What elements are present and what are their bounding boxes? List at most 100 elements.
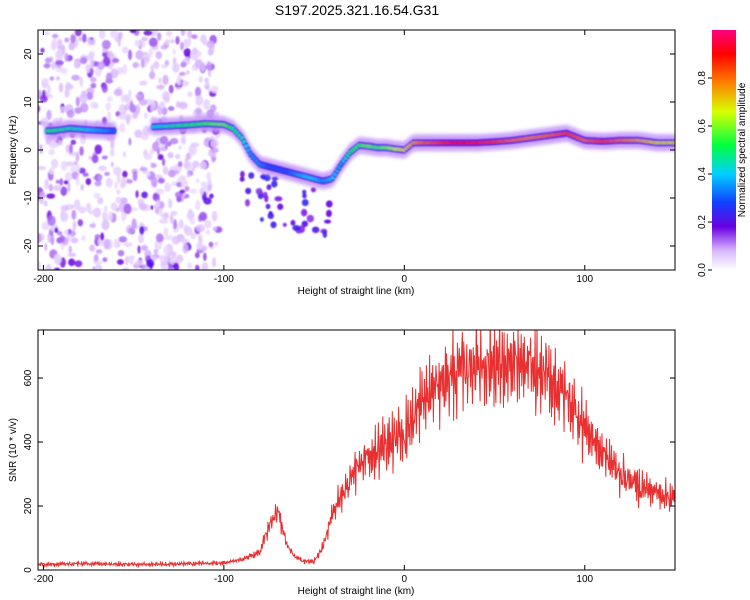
noise-speck — [162, 74, 169, 86]
noise-speck — [174, 256, 184, 264]
noise-speck — [177, 161, 183, 168]
noise-speck — [55, 179, 60, 184]
noise-speck — [173, 218, 178, 230]
noise-speck — [75, 96, 80, 107]
noise-speck — [128, 255, 136, 260]
noise-speck — [271, 180, 278, 188]
noise-speck — [163, 227, 169, 237]
noise-speck — [173, 262, 180, 270]
noise-speck — [143, 30, 153, 36]
noise-speck — [132, 62, 139, 69]
noise-speck — [121, 212, 127, 221]
noise-speck — [212, 226, 218, 231]
noise-speck — [67, 228, 72, 235]
noise-speck — [39, 94, 48, 103]
noise-speck — [143, 153, 153, 161]
noise-speck — [180, 61, 187, 68]
noise-speck — [80, 102, 89, 113]
noise-speck — [167, 265, 174, 270]
noise-speck — [290, 219, 296, 226]
noise-speck — [142, 125, 152, 136]
noise-speck — [70, 165, 76, 173]
noise-speck — [75, 151, 79, 158]
noise-speck — [194, 59, 204, 69]
noise-speck — [40, 47, 45, 53]
noise-speck — [101, 83, 108, 93]
noise-speck — [148, 37, 158, 47]
noise-speck — [189, 188, 198, 194]
spectrogram-ylabel: Frequency (Hz) — [8, 116, 19, 185]
noise-speck — [155, 50, 163, 60]
noise-speck — [60, 204, 69, 212]
noise-speck — [85, 202, 92, 213]
noise-speck — [103, 238, 110, 250]
colorbar-tick-label: 0.4 — [697, 167, 708, 181]
noise-speck — [207, 178, 212, 186]
noise-speck — [171, 235, 181, 245]
noise-speck — [95, 249, 103, 254]
noise-speck — [114, 181, 118, 190]
noise-speck — [184, 226, 193, 236]
noise-speck — [106, 111, 112, 123]
snr-xtick-label: -200 — [33, 574, 53, 585]
spectrogram-ytick-label: -10 — [23, 190, 34, 205]
noise-speck — [178, 145, 182, 151]
noise-speck — [38, 233, 42, 244]
snr-series-line — [38, 330, 675, 569]
noise-speck — [108, 211, 113, 222]
noise-speck — [311, 226, 320, 234]
noise-speck — [60, 106, 66, 112]
noise-speck — [157, 154, 164, 161]
noise-speck — [120, 94, 125, 103]
noise-speck — [127, 89, 132, 99]
noise-speck — [152, 141, 160, 152]
noise-speck — [204, 138, 210, 143]
spectrogram-ytick-label: 0 — [23, 147, 34, 153]
noise-speck — [48, 167, 55, 175]
noise-speck — [89, 223, 96, 228]
noise-speck — [168, 169, 176, 178]
noise-speck — [135, 104, 141, 115]
noise-speck — [167, 152, 174, 159]
noise-speck — [255, 188, 263, 195]
noise-speck — [200, 181, 208, 188]
noise-speck — [170, 211, 178, 216]
noise-speck — [75, 175, 80, 186]
noise-speck — [140, 58, 145, 69]
noise-speck — [169, 257, 175, 266]
noise-speck — [68, 41, 75, 51]
noise-speck — [66, 109, 75, 118]
noise-speck — [134, 39, 141, 47]
noise-speck — [194, 252, 200, 259]
snr-xtick-label: -100 — [214, 574, 234, 585]
noise-speck — [116, 259, 124, 265]
noise-speck — [64, 37, 70, 43]
noise-speck — [111, 57, 120, 64]
noise-speck — [196, 224, 205, 233]
noise-speck — [168, 84, 174, 94]
noise-speck — [323, 219, 332, 224]
noise-speck — [187, 91, 193, 98]
noise-speck — [141, 191, 148, 199]
noise-speck — [182, 38, 189, 48]
noise-speck — [79, 93, 88, 104]
noise-speck — [118, 236, 128, 243]
noise-speck — [91, 154, 99, 164]
noise-speck — [169, 214, 174, 224]
noise-speck — [263, 191, 268, 200]
noise-speck — [203, 99, 211, 110]
spectrogram-noise-speckle — [38, 30, 333, 270]
noise-speck — [89, 76, 97, 83]
noise-speck — [184, 157, 189, 169]
noise-speck — [127, 49, 133, 61]
noise-speck — [204, 78, 209, 87]
noise-speck — [82, 172, 89, 177]
noise-speck — [302, 189, 307, 195]
noise-speck — [265, 203, 271, 210]
noise-speck — [53, 267, 61, 270]
noise-speck — [178, 101, 188, 110]
noise-speck — [240, 170, 245, 178]
noise-speck — [260, 174, 266, 179]
noise-speck — [78, 167, 86, 174]
snr-frame — [37, 329, 676, 571]
